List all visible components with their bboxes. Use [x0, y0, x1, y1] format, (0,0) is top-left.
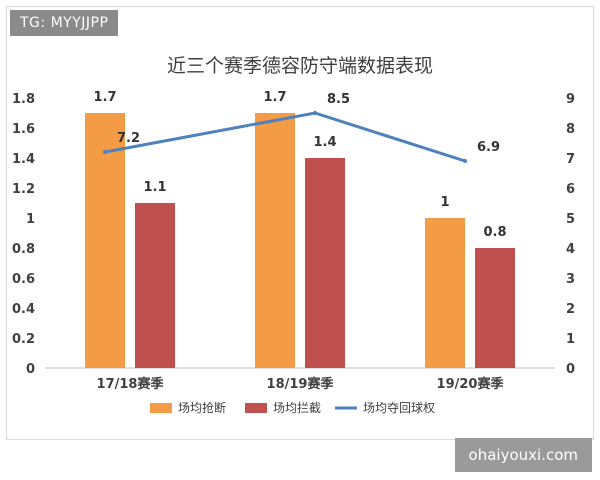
bar-interceptions	[305, 158, 345, 368]
y-right-tick-label: 6	[566, 182, 575, 197]
y-left-tick-label: 1	[26, 212, 35, 227]
watermark-bottom: ohaiyouxi.com	[454, 438, 592, 472]
bar-value-label: 1	[440, 195, 449, 210]
y-right-tick-label: 1	[566, 332, 575, 347]
bar-value-label: 0.8	[483, 225, 506, 240]
line-value-label: 7.2	[117, 131, 140, 146]
bar-value-label: 1.4	[313, 135, 336, 150]
legend-label: 场均拦截	[273, 401, 321, 415]
y-left-tick-label: 0	[26, 362, 35, 377]
y-right-tick-label: 0	[566, 362, 575, 377]
y-right-tick-label: 7	[566, 152, 575, 167]
line-value-label: 8.5	[327, 92, 350, 107]
y-right-tick-label: 5	[566, 212, 575, 227]
bar-interceptions	[475, 248, 515, 368]
bar-value-label: 1.7	[263, 90, 286, 105]
legend-label: 场均抢断	[178, 400, 226, 415]
y-right-tick-label: 4	[566, 242, 575, 257]
bar-value-label: 1.7	[93, 90, 116, 105]
y-right-tick-label: 9	[566, 92, 575, 107]
bar-steals	[85, 113, 125, 368]
y-right-tick-label: 8	[566, 122, 575, 137]
y-right-tick-label: 3	[566, 272, 575, 287]
bar-steals	[425, 218, 465, 368]
x-tick-label: 18/19赛季	[267, 376, 334, 392]
y-left-tick-label: 1.8	[12, 92, 35, 107]
x-tick-label: 19/20赛季	[437, 376, 504, 392]
legend-swatch	[150, 403, 172, 413]
legend-swatch	[245, 403, 267, 413]
chart-title: 近三个赛季德容防守端数据表现	[167, 55, 433, 77]
legend-label: 场均夺回球权	[363, 401, 435, 415]
watermark-top: TG: MYYJJPP	[10, 10, 119, 36]
x-tick-label: 17/18赛季	[97, 376, 164, 392]
y-left-tick-label: 1.4	[12, 152, 35, 167]
line-point	[103, 150, 107, 154]
bar-interceptions	[135, 203, 175, 368]
y-left-tick-label: 0.6	[12, 272, 35, 287]
line-point	[313, 111, 317, 115]
y-left-tick-label: 0.2	[12, 332, 35, 347]
y-right-tick-label: 2	[566, 302, 575, 317]
line-point	[463, 159, 467, 163]
y-left-tick-label: 1.2	[12, 182, 35, 197]
y-left-tick-label: 0.4	[12, 302, 35, 317]
y-left-tick-label: 0.8	[12, 242, 35, 257]
bar-value-label: 1.1	[143, 180, 166, 195]
line-value-label: 6.9	[477, 140, 500, 155]
bar-steals	[255, 113, 295, 368]
y-left-tick-label: 1.6	[12, 122, 35, 137]
